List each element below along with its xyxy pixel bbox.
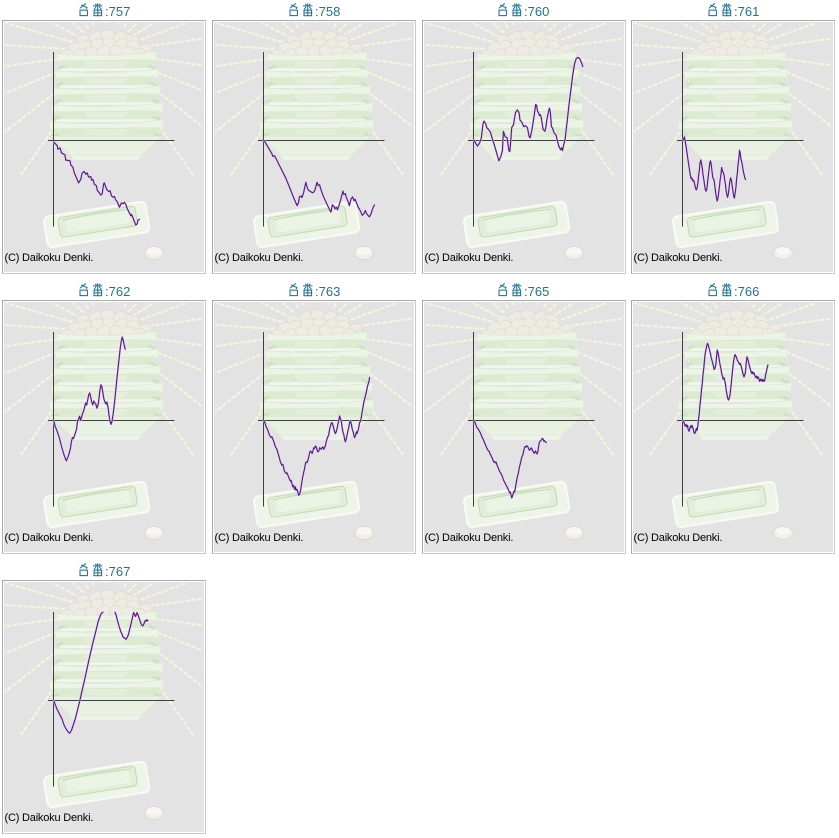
svg-text::763: :763 [315, 284, 340, 299]
svg-text::758: :758 [315, 4, 340, 19]
svg-text:(C) Daikoku Denki.: (C) Daikoku Denki. [214, 252, 303, 264]
svg-text::766: :766 [734, 284, 759, 299]
svg-text::760: :760 [524, 4, 549, 19]
svg-text::761: :761 [734, 4, 759, 19]
svg-text:(C) Daikoku Denki.: (C) Daikoku Denki. [424, 532, 513, 544]
svg-text:(C) Daikoku Denki.: (C) Daikoku Denki. [424, 252, 513, 264]
svg-text::767: :767 [105, 564, 130, 579]
svg-text:(C) Daikoku Denki.: (C) Daikoku Denki. [634, 532, 723, 544]
svg-text:(C) Daikoku Denki.: (C) Daikoku Denki. [214, 532, 303, 544]
svg-text::757: :757 [105, 4, 130, 19]
svg-text::765: :765 [524, 284, 549, 299]
svg-text:(C) Daikoku Denki.: (C) Daikoku Denki. [634, 252, 723, 264]
svg-text::762: :762 [105, 284, 130, 299]
svg-text:(C) Daikoku Denki.: (C) Daikoku Denki. [5, 252, 94, 264]
svg-text:(C) Daikoku Denki.: (C) Daikoku Denki. [5, 812, 94, 824]
svg-text:(C) Daikoku Denki.: (C) Daikoku Denki. [5, 532, 94, 544]
